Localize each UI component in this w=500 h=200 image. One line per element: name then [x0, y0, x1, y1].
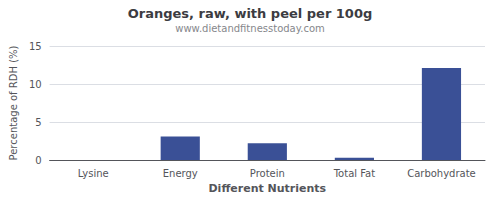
svg-text:15: 15: [29, 41, 42, 52]
svg-text:Percentage of RDH (%): Percentage of RDH (%): [8, 45, 19, 160]
svg-text:Carbohydrate: Carbohydrate: [407, 168, 476, 179]
svg-text:www.dietandfitnesstoday.com: www.dietandfitnesstoday.com: [175, 23, 324, 34]
svg-text:0: 0: [35, 155, 41, 166]
svg-text:Different Nutrients: Different Nutrients: [208, 182, 326, 195]
svg-text:Protein: Protein: [250, 168, 285, 179]
svg-text:10: 10: [29, 79, 42, 90]
svg-text:Lysine: Lysine: [78, 168, 109, 179]
svg-text:Total Fat: Total Fat: [333, 168, 375, 179]
svg-text:Oranges, raw, with peel per 10: Oranges, raw, with peel per 100g: [128, 6, 373, 21]
svg-text:Energy: Energy: [163, 168, 198, 179]
svg-text:5: 5: [35, 117, 41, 128]
